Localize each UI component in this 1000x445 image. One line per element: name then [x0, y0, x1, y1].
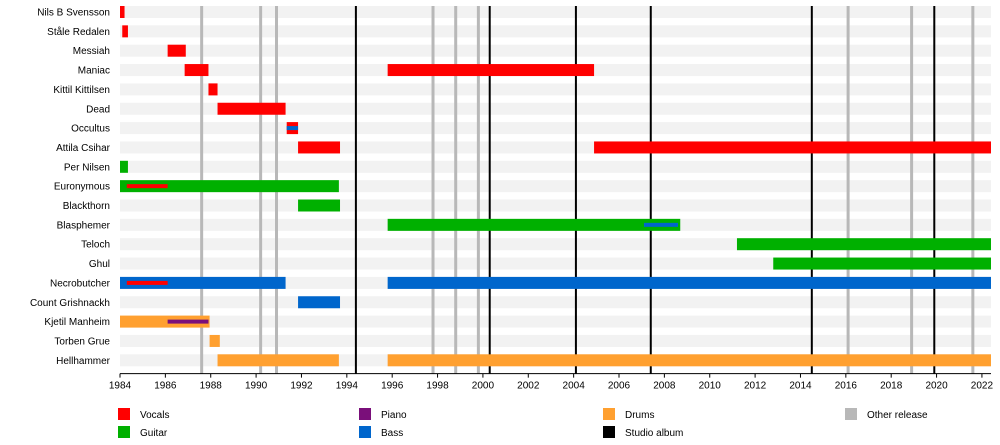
- bar-attila-csihar-vocals: [594, 141, 991, 154]
- legend-swatch-piano: [359, 408, 371, 420]
- legend-swatch-drums: [603, 408, 615, 420]
- row-band: [120, 315, 991, 328]
- x-axis: 1984 1986 1988 1990 1992 1994 1996 1998 2000 2002…: [109, 373, 994, 392]
- x-tick-label: 1996: [381, 381, 404, 392]
- bar-torben-grue-drums: [209, 334, 220, 347]
- bar-occultus-bass: [286, 126, 299, 131]
- legend-swatch-bass: [359, 426, 371, 438]
- x-tick-label: 2022: [971, 381, 994, 392]
- legend-swatch-guitar: [118, 426, 130, 438]
- member-label: Attila Csihar: [56, 143, 111, 154]
- row-band: [120, 160, 991, 173]
- member-label: Torben Grue: [54, 336, 110, 347]
- bar-maniac-vocals: [184, 64, 209, 77]
- member-label: Teloch: [81, 240, 110, 251]
- row-band: [120, 83, 991, 96]
- bar-dead-vocals: [217, 102, 286, 115]
- x-tick-label: 2018: [880, 381, 903, 392]
- row-band: [120, 25, 991, 38]
- member-label: Per Nilsen: [64, 162, 110, 173]
- x-tick-label: 2020: [925, 381, 948, 392]
- bar-st-le-redalen-vocals: [122, 25, 128, 38]
- bar-euronymous-vocals: [126, 184, 168, 189]
- bar-kjetil-manheim-piano: [167, 319, 209, 324]
- legend-label: Guitar: [140, 428, 168, 439]
- row-band: [120, 6, 991, 18]
- member-label: Hellhammer: [56, 356, 111, 367]
- row-band: [120, 296, 991, 309]
- bar-per-nilsen-guitar: [120, 160, 128, 173]
- x-tick-label: 2000: [472, 381, 495, 392]
- member-label: Dead: [86, 104, 110, 115]
- bar-kjetil-manheim-drums: [120, 315, 210, 328]
- bar-blasphemer-bass: [643, 222, 678, 227]
- row-band: [120, 122, 991, 135]
- bar-messiah-vocals: [167, 44, 186, 57]
- row-band: [120, 199, 991, 212]
- bar-necrobutcher-bass: [387, 276, 992, 289]
- x-tick-label: 2014: [789, 381, 812, 392]
- member-label: Euronymous: [54, 182, 110, 193]
- member-label: Ghul: [89, 259, 110, 270]
- bar-euronymous-guitar: [120, 180, 339, 193]
- x-tick-label: 2012: [744, 381, 767, 392]
- bar-nils-b-svensson-vocals: [120, 6, 125, 18]
- bar-blasphemer-guitar: [387, 218, 681, 231]
- x-tick-label: 1992: [290, 381, 313, 392]
- legend-label: Other release: [867, 410, 928, 421]
- bar-hellhammer-drums: [387, 354, 992, 367]
- row-band: [120, 102, 991, 115]
- x-tick-label: 1998: [426, 381, 449, 392]
- member-label: Occultus: [71, 124, 110, 135]
- member-label: Kjetil Manheim: [44, 317, 110, 328]
- x-tick-label: 1984: [109, 381, 132, 392]
- legend-swatch-other-release: [845, 408, 857, 420]
- member-label: Messiah: [73, 46, 110, 57]
- member-label: Kittil Kittilsen: [53, 85, 110, 96]
- legend-label: Piano: [381, 410, 407, 421]
- legend-label: Drums: [625, 410, 654, 421]
- x-tick-label: 2002: [517, 381, 540, 392]
- x-tick-label: 2004: [563, 381, 586, 392]
- x-tick-label: 2016: [835, 381, 858, 392]
- x-tick-label: 2008: [653, 381, 676, 392]
- member-label: Ståle Redalen: [47, 26, 110, 38]
- bar-attila-csihar-vocals: [298, 141, 341, 154]
- row-band: [120, 44, 991, 57]
- bar-maniac-vocals: [387, 64, 595, 77]
- x-tick-label: 2006: [608, 381, 631, 392]
- member-label: Blasphemer: [57, 220, 111, 231]
- legend-label: Bass: [381, 428, 403, 439]
- legend-label: Vocals: [140, 410, 169, 421]
- x-tick-label: 1986: [154, 381, 177, 392]
- x-tick-label: 1994: [336, 381, 359, 392]
- legend-label: Studio album: [625, 428, 683, 439]
- bar-count-grishnackh-bass: [298, 296, 341, 309]
- bar-necrobutcher-bass: [120, 276, 286, 289]
- x-tick-label: 1990: [245, 381, 268, 392]
- member-label: Maniac: [78, 66, 110, 77]
- member-label: Necrobutcher: [50, 278, 111, 289]
- member-label: Count Grishnackh: [30, 298, 110, 309]
- bar-teloch-guitar: [736, 238, 991, 251]
- legend-swatch-vocals: [118, 408, 130, 420]
- legend: Vocals Guitar Piano Bass Drums Studio album Ot…: [118, 408, 928, 439]
- bar-ghul-guitar: [773, 257, 991, 270]
- bar-necrobutcher-vocals: [126, 280, 168, 285]
- member-labels: Nils B Svensson Ståle Redalen Messiah Mania…: [30, 8, 111, 367]
- row-band: [120, 334, 991, 347]
- legend-swatch-studio-album: [603, 426, 615, 438]
- x-tick-label: 2010: [699, 381, 722, 392]
- bar-blackthorn-guitar: [298, 199, 341, 212]
- member-label: Nils B Svensson: [37, 8, 110, 19]
- bar-hellhammer-drums: [217, 354, 339, 367]
- x-tick-label: 1988: [200, 381, 223, 392]
- bar-kittil-kittilsen-vocals: [208, 83, 218, 96]
- member-label: Blackthorn: [63, 201, 110, 212]
- membership-bars: [120, 6, 992, 367]
